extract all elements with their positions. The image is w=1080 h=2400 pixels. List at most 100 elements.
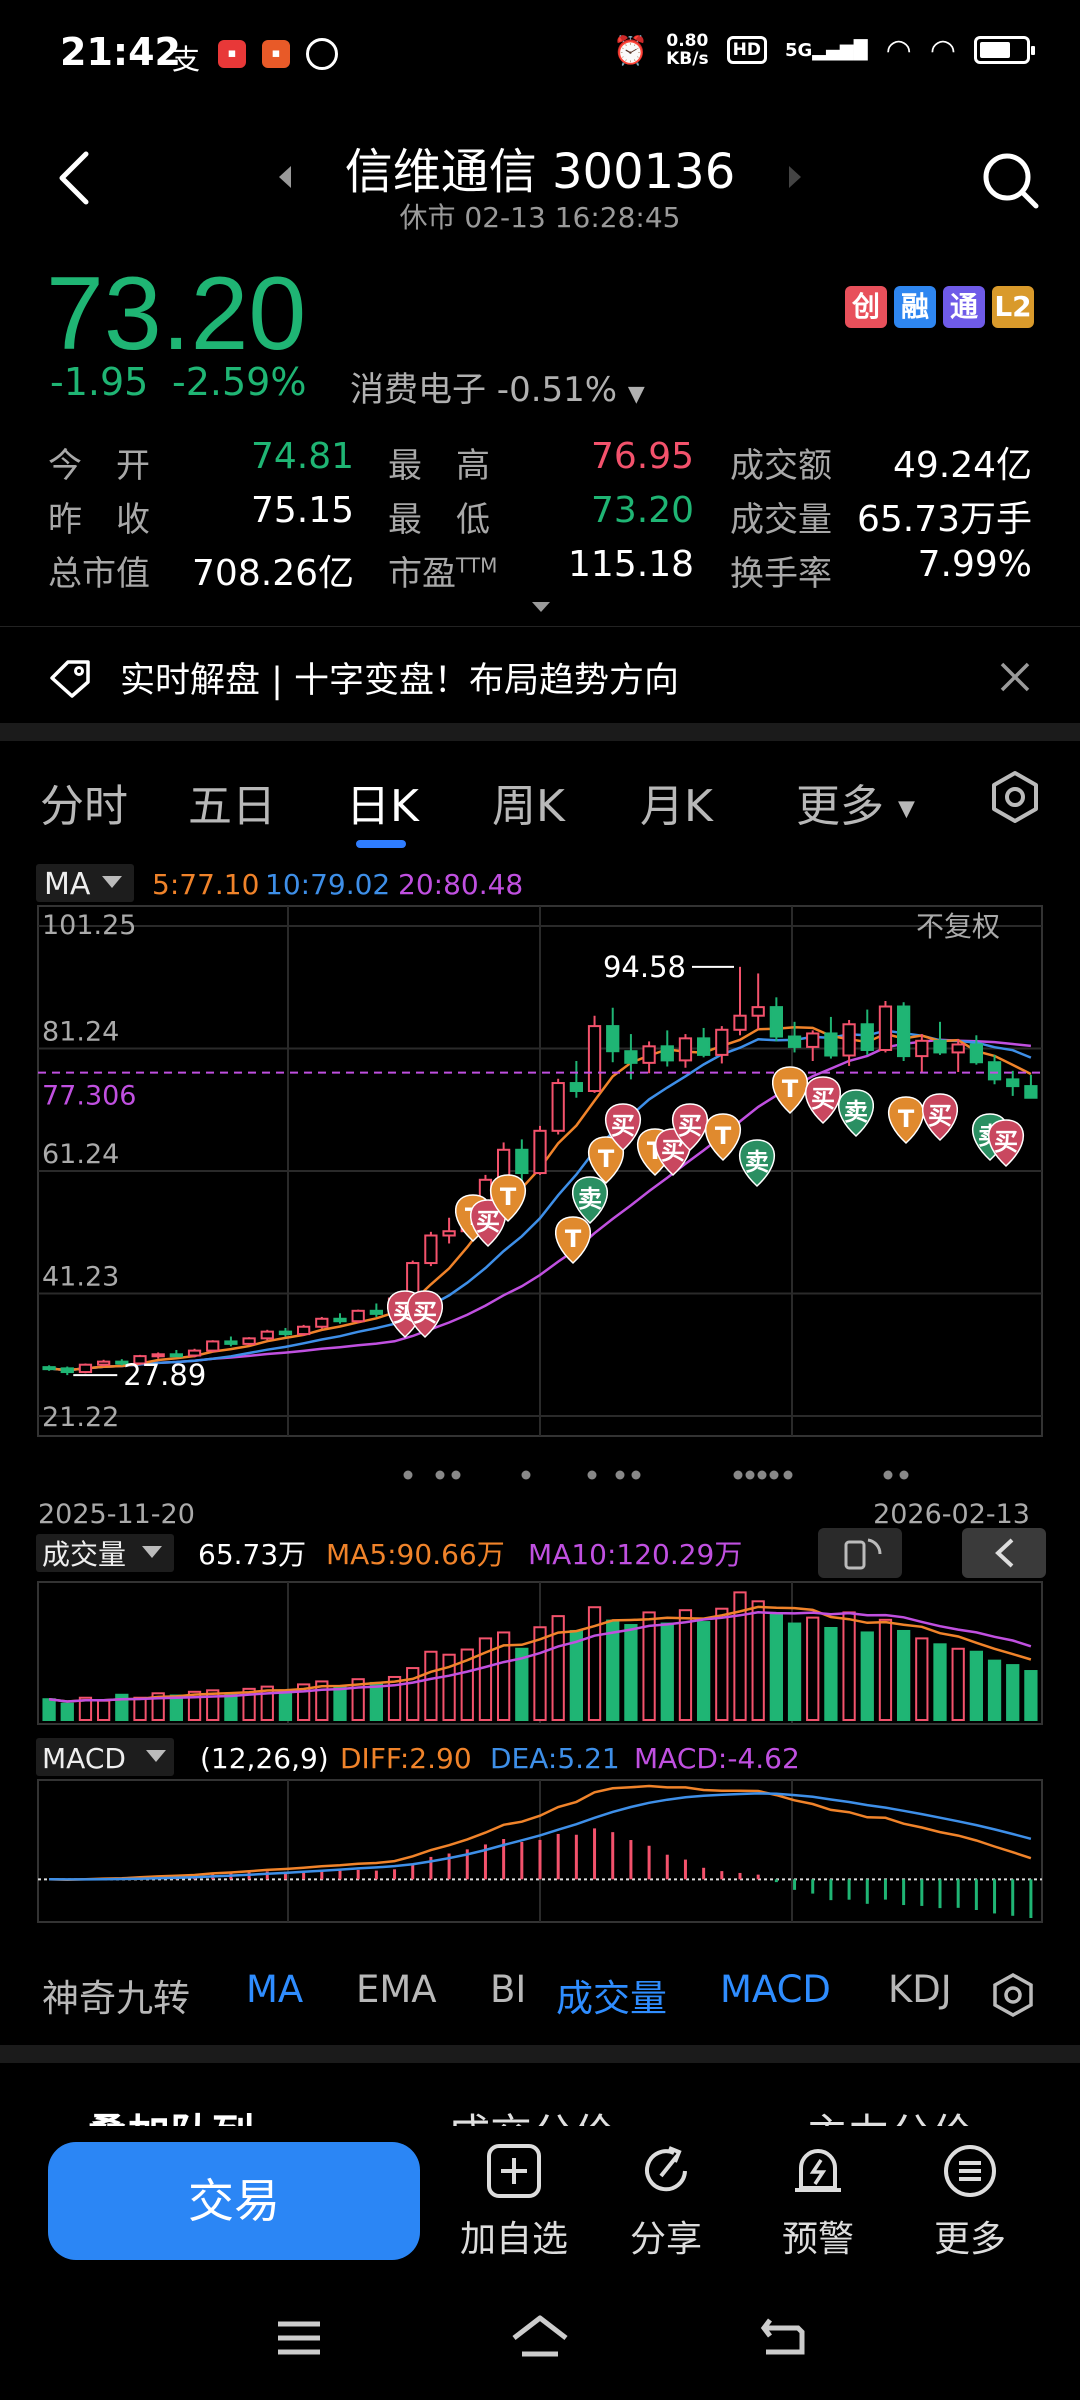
signal-marker-glyph: T xyxy=(782,1075,799,1103)
analysis-banner[interactable]: 实时解盘 | 十字变盘！布局趋势方向 xyxy=(0,628,1080,723)
candle xyxy=(97,1359,111,1367)
volume-bar xyxy=(933,1643,947,1721)
badge-chuang: 创 xyxy=(845,286,887,328)
candle-body xyxy=(697,1037,711,1056)
bottom-action-bar: 交易 加自选 分享 预警 更多 xyxy=(0,2126,1080,2276)
candle xyxy=(660,1030,674,1067)
tab-weekly-k[interactable]: 周K xyxy=(492,781,565,832)
candle-body xyxy=(751,1006,765,1017)
system-nav-bar xyxy=(0,2276,1080,2400)
candle-body xyxy=(897,1005,911,1058)
signal-marker: 卖 xyxy=(837,1089,875,1138)
stock-badges: 创 融 通 L2 xyxy=(845,286,1034,328)
candle xyxy=(278,1327,293,1337)
share-button[interactable]: 分享 xyxy=(596,2142,736,2262)
macd-selector[interactable] xyxy=(36,1738,174,1776)
ma-selector[interactable] xyxy=(36,864,134,902)
mktcap-value: 708.26亿 xyxy=(192,553,354,594)
prev-stock-icon[interactable] xyxy=(275,162,295,192)
indicator-settings-icon[interactable] xyxy=(990,1972,1036,2018)
y-tick-label: 21.22 xyxy=(42,1402,119,1433)
tab-intraday[interactable]: 分时 xyxy=(40,781,128,832)
volume-bar xyxy=(497,1631,511,1721)
stock-title: 信维通信 300136 xyxy=(344,144,736,200)
volume-selector[interactable] xyxy=(36,1534,174,1572)
tab-volume-price[interactable]: 成交分价 xyxy=(448,2101,616,2127)
menu-icon[interactable] xyxy=(274,2318,324,2358)
expand-icon[interactable] xyxy=(530,600,552,614)
signal-marker-shape xyxy=(804,1076,842,1125)
volume-bar xyxy=(151,1692,165,1722)
volume-bar xyxy=(187,1690,202,1722)
high-value: 76.95 xyxy=(590,436,694,477)
indicator-ema[interactable]: EMA xyxy=(356,1968,437,2011)
candle-body xyxy=(60,1367,74,1374)
indicator-volume[interactable]: 成交量 xyxy=(556,1977,667,2020)
back-icon[interactable] xyxy=(50,148,100,208)
open-label: 今 开 xyxy=(48,446,150,486)
collapse-button[interactable] xyxy=(962,1528,1046,1578)
volume-bar xyxy=(224,1693,238,1721)
tag-icon xyxy=(50,660,90,698)
sector-link[interactable]: 消费电子 -0.51% ▼ xyxy=(350,370,645,410)
add-watchlist-button[interactable]: 加自选 xyxy=(444,2142,584,2262)
close-icon[interactable] xyxy=(998,660,1032,694)
volume-bar xyxy=(515,1647,529,1721)
signal-marker-glyph: 买 xyxy=(611,1112,635,1140)
prev-close-label: 昨 收 xyxy=(48,500,150,540)
indicator-nine-turn[interactable]: 神奇九转 xyxy=(42,1977,190,2020)
volume-bar xyxy=(878,1618,893,1721)
tab-daily-k[interactable]: 日K xyxy=(346,781,419,832)
candle-body xyxy=(224,1340,238,1345)
pe-label: 市盈TTM xyxy=(388,553,498,594)
tab-more[interactable]: 更多 ▼ xyxy=(796,781,915,832)
volume-bar xyxy=(387,1675,402,1722)
macd-lines xyxy=(49,1784,1032,1881)
signal-marker-glyph: T xyxy=(715,1122,732,1150)
event-dot xyxy=(769,1470,779,1480)
rotate-button[interactable] xyxy=(818,1528,902,1578)
more-button[interactable]: 更多 xyxy=(900,2142,1040,2262)
volume-bar xyxy=(115,1693,129,1721)
indicator-macd[interactable]: MACD xyxy=(720,1968,831,2011)
tab-main-price[interactable]: 主力分价 xyxy=(806,2101,974,2127)
indicator-bi[interactable]: BI xyxy=(490,1968,527,2011)
candle xyxy=(60,1366,74,1376)
indicator-ma[interactable]: MA xyxy=(246,1968,304,2011)
trade-button[interactable]: 交易 xyxy=(48,2142,420,2260)
candle-body xyxy=(187,1349,202,1357)
signal-marker-glyph: T xyxy=(598,1145,615,1173)
candle xyxy=(78,1363,93,1374)
indicator-kdj[interactable]: KDJ xyxy=(888,1968,952,2011)
signal-marker: T xyxy=(704,1113,742,1162)
volume-bar xyxy=(806,1616,820,1721)
kline-chart[interactable]: MA 5:77.10 10:79.02 20:80.48 101.25 81.24… xyxy=(0,860,1080,1950)
candle xyxy=(915,1034,929,1073)
fq-label[interactable]: 不复权 xyxy=(916,910,1000,943)
home-icon[interactable] xyxy=(510,2314,570,2360)
next-stock-icon[interactable] xyxy=(785,162,805,192)
chevron-down-icon xyxy=(102,876,122,888)
candle-body xyxy=(1006,1078,1020,1088)
alarm-icon: ⏰ xyxy=(613,33,649,67)
macd-value: MACD:-4.62 xyxy=(634,1742,800,1775)
kline-chart-svg[interactable]: MA 5:77.10 10:79.02 20:80.48 101.25 81.24… xyxy=(0,860,1080,1950)
candle xyxy=(951,1038,965,1073)
volume-bar xyxy=(642,1611,656,1722)
wifi-icon: ◠ xyxy=(929,32,956,68)
candle xyxy=(533,1125,547,1175)
signal-marker: 买 xyxy=(804,1076,842,1125)
search-icon[interactable] xyxy=(980,150,1040,210)
chart-settings-icon[interactable] xyxy=(988,770,1042,824)
app-notification-icon xyxy=(306,38,338,70)
tab-queue[interactable]: 叠加队列 xyxy=(86,2101,254,2127)
tab-five-day[interactable]: 五日 xyxy=(188,781,276,832)
tab-monthly-k[interactable]: 月K xyxy=(640,781,713,832)
signal-marker-shape xyxy=(469,1199,507,1248)
alert-button[interactable]: 预警 xyxy=(748,2142,888,2262)
volume-bar xyxy=(897,1629,911,1721)
max-price-label: 94.58 xyxy=(603,950,686,984)
nav-back-icon[interactable] xyxy=(756,2314,810,2360)
signal-marker: T xyxy=(587,1136,625,1185)
kline-grid xyxy=(38,906,1042,1436)
